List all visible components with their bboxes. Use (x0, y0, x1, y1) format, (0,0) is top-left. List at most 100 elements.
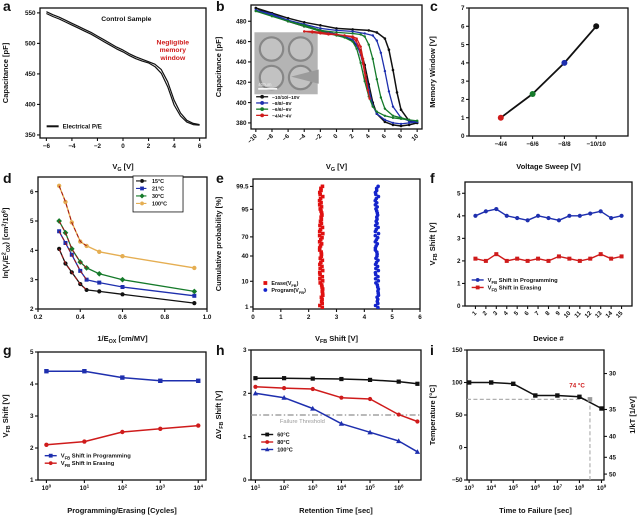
svg-text:2: 2 (147, 143, 151, 150)
svg-text:Erase(VFB): Erase(VFB) (271, 281, 298, 288)
panel-g: g 100 101 102 103 104 1 2 3 4 5 Programming/Erasin… (0, 342, 213, 516)
svg-text:6: 6 (523, 310, 531, 318)
svg-text:100°C: 100°C (277, 448, 293, 454)
svg-text:4: 4 (172, 143, 176, 150)
svg-text:12: 12 (583, 310, 593, 320)
svg-text:4: 4 (364, 133, 372, 141)
svg-text:106: 106 (531, 483, 541, 492)
svg-text:10: 10 (563, 310, 573, 320)
panel-letter-c: c (430, 0, 438, 14)
svg-text:2: 2 (348, 133, 356, 141)
svg-text:500: 500 (25, 41, 36, 48)
svg-text:−10: −10 (246, 133, 259, 146)
svg-text:0: 0 (243, 477, 247, 484)
svg-text:2: 2 (481, 310, 489, 318)
svg-text:40: 40 (241, 253, 249, 260)
svg-text:30°C: 30°C (152, 194, 164, 200)
svg-text:−4: −4 (68, 143, 76, 150)
panel-letter-a: a (3, 0, 11, 14)
panel-h: h 101 102 103 104 105 106 0 1 2 3 Retention Time [… (213, 342, 427, 516)
svg-text:Capacitance [pF]: Capacitance [pF] (1, 42, 10, 103)
svg-text:103: 103 (308, 483, 318, 492)
svg-text:Electrical P/E: Electrical P/E (63, 123, 102, 130)
svg-text:2: 2 (243, 391, 247, 398)
svg-text:4: 4 (363, 314, 367, 321)
svg-text:−8: −8 (265, 133, 275, 143)
svg-text:VG [V]: VG [V] (326, 162, 348, 172)
svg-text:0: 0 (459, 445, 463, 452)
svg-text:0.4: 0.4 (76, 314, 85, 321)
svg-text:−6: −6 (281, 133, 291, 143)
svg-text:400: 400 (236, 100, 247, 107)
svg-text:Device #: Device # (533, 334, 564, 343)
svg-text:350: 350 (25, 132, 36, 139)
svg-text:0: 0 (332, 133, 340, 141)
svg-text:ln(Vf/E2OX) [cm2/106]: ln(Vf/E2OX) [cm2/106] (1, 207, 12, 278)
svg-text:13: 13 (594, 310, 604, 320)
svg-text:100°C: 100°C (152, 201, 167, 207)
svg-text:40: 40 (609, 434, 617, 441)
chart-device-uniformity: 1 2 3 4 5 6 7 8 9 10 11 12 13 14 15 0 1 2 3 4 5 Device # VFB S… (427, 172, 640, 344)
svg-text:99.5: 99.5 (236, 184, 249, 191)
svg-text:60°C: 60°C (277, 433, 290, 439)
svg-text:−6: −6 (43, 143, 51, 150)
svg-text:100: 100 (452, 380, 463, 387)
svg-text:Cumulative probability [%]: Cumulative probability [%] (214, 196, 223, 291)
svg-text:−10/10/−10V: −10/10/−10V (272, 95, 300, 101)
svg-text:VFB Shift [V]: VFB Shift [V] (1, 394, 12, 438)
svg-text:4: 4 (461, 60, 465, 67)
svg-text:107: 107 (553, 483, 563, 492)
panel-d: d 0.2 0.4 0.6 0.8 1.0 2 3 4 5 6 1/EOX [cm/MV] ln(Vf… (0, 170, 213, 344)
svg-text:104: 104 (486, 483, 496, 492)
svg-text:35: 35 (609, 407, 617, 414)
svg-text:5: 5 (461, 42, 465, 49)
svg-text:8: 8 (397, 133, 405, 141)
svg-text:15: 15 (615, 310, 625, 320)
svg-text:3: 3 (492, 310, 500, 318)
svg-text:1: 1 (279, 314, 283, 321)
svg-text:106: 106 (394, 483, 404, 492)
svg-text:5: 5 (513, 310, 521, 318)
svg-text:−8/8: −8/8 (558, 141, 571, 148)
svg-text:11: 11 (573, 310, 583, 320)
svg-text:VFB Shift [V]: VFB Shift [V] (315, 334, 359, 344)
svg-text:30: 30 (609, 371, 617, 378)
svg-text:−6/6: −6/6 (526, 141, 539, 148)
svg-text:4: 4 (502, 310, 510, 318)
svg-text:5: 5 (390, 314, 394, 321)
svg-text:5: 5 (30, 218, 34, 225)
svg-text:420: 420 (236, 79, 247, 86)
svg-text:3: 3 (243, 347, 247, 354)
svg-text:10: 10 (410, 133, 420, 143)
chart-fn-plot: 0.2 0.4 0.6 0.8 1.0 2 3 4 5 6 1/EOX [cm/MV] ln(Vf/E… (0, 172, 213, 344)
svg-text:3: 3 (461, 78, 465, 85)
svg-text:−2: −2 (94, 143, 102, 150)
svg-text:VFB Shift in Programming: VFB Shift in Programming (488, 278, 558, 285)
svg-text:−4: −4 (297, 133, 307, 143)
svg-text:6: 6 (30, 189, 34, 196)
svg-text:80°C: 80°C (277, 440, 290, 446)
svg-text:400: 400 (25, 102, 36, 109)
svg-text:0.6: 0.6 (118, 314, 127, 321)
svg-text:14: 14 (604, 310, 614, 320)
svg-text:Negligible: Negligible (157, 39, 190, 46)
svg-text:VFB Shift in Erasing: VFB Shift in Erasing (488, 285, 542, 292)
panel-b: b 400μm −10 −8 −6 −4 −2 0 2 4 6 8 10 380 400 420 440 460… (213, 0, 427, 172)
svg-text:−8/8/−8V: −8/8/−8V (272, 101, 292, 107)
svg-text:150: 150 (452, 347, 463, 354)
svg-text:103: 103 (156, 483, 166, 492)
svg-text:108: 108 (575, 483, 585, 492)
svg-text:−4/4: −4/4 (495, 141, 508, 148)
svg-text:440: 440 (236, 59, 247, 66)
svg-text:0: 0 (457, 303, 461, 310)
svg-text:3: 3 (30, 413, 34, 420)
svg-text:1: 1 (457, 281, 461, 288)
chart-memory-window: −4/4 −6/6 −8/8 −10/10 0 1 2 3 4 5 6 7 Voltage Sweep … (427, 0, 640, 172)
svg-text:6: 6 (461, 23, 465, 30)
svg-text:5: 5 (30, 349, 34, 356)
svg-text:1/kT [1/eV]: 1/kT [1/eV] (628, 396, 637, 434)
svg-text:Voltage Sweep [V]: Voltage Sweep [V] (516, 162, 581, 171)
svg-text:VG [V]: VG [V] (112, 162, 134, 172)
svg-text:0: 0 (121, 143, 125, 150)
